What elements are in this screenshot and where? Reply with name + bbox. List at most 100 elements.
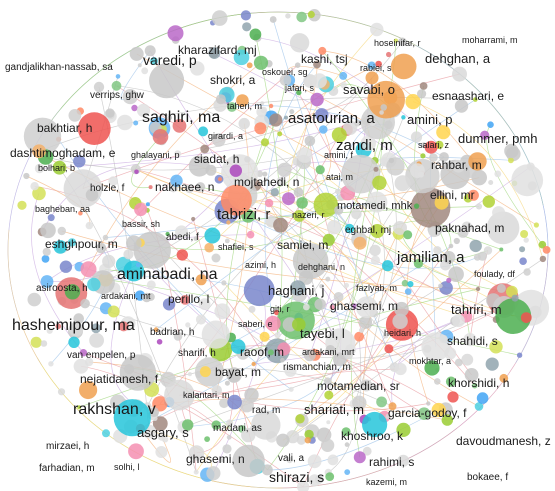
author-node[interactable] xyxy=(313,192,338,217)
author-node[interactable] xyxy=(214,303,231,320)
author-node[interactable] xyxy=(421,332,451,362)
author-node[interactable] xyxy=(111,80,122,91)
node-label[interactable]: ghalayani, p xyxy=(131,150,180,160)
author-node[interactable] xyxy=(191,216,196,222)
author-node[interactable] xyxy=(256,106,267,118)
author-node[interactable] xyxy=(182,419,194,431)
author-node[interactable] xyxy=(370,224,385,238)
author-node[interactable] xyxy=(288,386,294,392)
node-label[interactable]: varedi, p xyxy=(143,52,197,68)
author-node[interactable] xyxy=(204,436,211,442)
node-label[interactable]: motamedi, mhk xyxy=(337,200,413,212)
author-node[interactable] xyxy=(251,410,281,440)
author-node[interactable] xyxy=(417,89,427,99)
author-node[interactable] xyxy=(167,25,184,42)
author-node[interactable] xyxy=(206,466,221,481)
author-node[interactable] xyxy=(55,323,62,330)
node-label[interactable]: asgary, s xyxy=(137,425,189,440)
node-label[interactable]: rad, m xyxy=(252,405,280,416)
node-label[interactable]: bayat, m xyxy=(215,365,261,379)
author-node[interactable] xyxy=(442,251,456,264)
author-node[interactable] xyxy=(40,222,56,239)
author-node[interactable] xyxy=(413,203,420,209)
author-node[interactable] xyxy=(212,133,226,147)
author-node[interactable] xyxy=(167,115,173,120)
author-node[interactable] xyxy=(102,254,116,268)
author-node[interactable] xyxy=(276,433,290,447)
node-label[interactable]: taheri, m xyxy=(227,101,262,111)
author-node[interactable] xyxy=(482,195,495,208)
author-node[interactable] xyxy=(366,191,388,213)
author-node[interactable] xyxy=(310,92,324,107)
author-node[interactable] xyxy=(454,358,463,367)
author-node[interactable] xyxy=(367,80,406,119)
author-node[interactable] xyxy=(204,227,221,244)
author-node[interactable] xyxy=(511,164,544,197)
author-node[interactable] xyxy=(30,336,42,348)
author-node[interactable] xyxy=(198,298,211,310)
author-node[interactable] xyxy=(68,321,84,337)
author-node[interactable] xyxy=(361,116,371,126)
author-node[interactable] xyxy=(314,298,327,311)
node-label[interactable]: perillo, l xyxy=(168,292,209,306)
author-node[interactable] xyxy=(447,391,459,403)
author-node[interactable] xyxy=(323,377,332,385)
author-node[interactable] xyxy=(259,331,270,342)
author-node[interactable] xyxy=(405,94,421,110)
node-label[interactable]: atai, m xyxy=(326,172,353,182)
author-node[interactable] xyxy=(211,253,221,263)
author-node[interactable] xyxy=(373,166,379,172)
author-node[interactable] xyxy=(539,255,547,263)
node-label[interactable]: kalantari, m xyxy=(183,390,230,400)
author-node[interactable] xyxy=(419,82,428,90)
node-label[interactable]: jafari, s xyxy=(284,83,315,93)
author-node[interactable] xyxy=(277,162,292,177)
author-node[interactable] xyxy=(108,176,118,186)
author-node[interactable] xyxy=(219,458,224,463)
author-node[interactable] xyxy=(153,327,159,332)
author-node[interactable] xyxy=(34,163,45,174)
author-node[interactable] xyxy=(251,361,256,367)
author-node[interactable] xyxy=(201,320,230,349)
author-node[interactable] xyxy=(150,57,158,65)
node-label[interactable]: giti, r xyxy=(270,304,290,314)
author-node[interactable] xyxy=(180,295,191,305)
author-node[interactable] xyxy=(277,342,291,356)
author-node[interactable] xyxy=(241,427,256,443)
node-label[interactable]: amini, p xyxy=(407,112,453,127)
author-node[interactable] xyxy=(342,120,358,135)
author-node[interactable] xyxy=(296,89,302,96)
author-node[interactable] xyxy=(27,292,42,307)
author-node[interactable] xyxy=(483,246,493,255)
author-node[interactable] xyxy=(211,10,228,26)
author-node[interactable] xyxy=(362,446,372,456)
author-node[interactable] xyxy=(468,152,487,171)
author-node[interactable] xyxy=(362,411,388,438)
author-node[interactable] xyxy=(360,135,376,151)
author-node[interactable] xyxy=(85,188,99,202)
author-node[interactable] xyxy=(249,28,262,41)
author-node[interactable] xyxy=(475,286,481,292)
author-node[interactable] xyxy=(307,10,315,19)
author-node[interactable] xyxy=(523,237,529,243)
author-node[interactable] xyxy=(304,429,314,440)
author-node[interactable] xyxy=(217,177,223,182)
author-node[interactable] xyxy=(175,225,188,239)
node-label[interactable]: savabi, o xyxy=(343,82,395,97)
author-node[interactable] xyxy=(313,60,321,69)
author-node[interactable] xyxy=(397,454,410,467)
author-node[interactable] xyxy=(344,223,355,234)
author-node[interactable] xyxy=(53,240,68,254)
author-node[interactable] xyxy=(260,101,265,106)
author-node[interactable] xyxy=(320,438,335,452)
author-node[interactable] xyxy=(452,159,465,173)
node-label[interactable]: kashi, tsj xyxy=(301,52,348,66)
author-node[interactable] xyxy=(79,380,98,400)
node-label[interactable]: rahbar, m xyxy=(431,158,482,172)
author-node[interactable] xyxy=(30,182,39,191)
author-node[interactable] xyxy=(105,108,115,118)
author-node[interactable] xyxy=(80,261,97,278)
author-node[interactable] xyxy=(464,368,479,382)
author-node[interactable] xyxy=(426,401,431,406)
author-node[interactable] xyxy=(229,164,242,177)
